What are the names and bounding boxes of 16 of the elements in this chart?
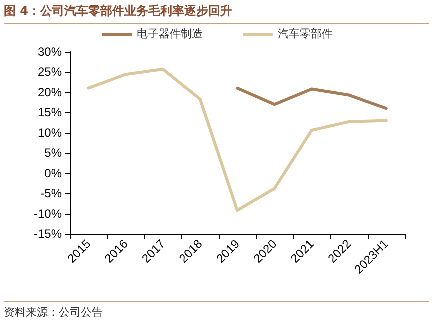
y-tick-label: 5%: [44, 146, 62, 160]
legend-label: 电子器件制造: [137, 28, 203, 40]
y-tick-label: -5%: [40, 186, 62, 201]
line-series: [87, 68, 388, 212]
line-series: [236, 86, 388, 110]
y-tick-label: -15%: [34, 227, 62, 241]
y-tick-label: 10%: [38, 126, 62, 140]
y-tick-label: 30%: [38, 45, 62, 59]
y-tick-label: 20%: [38, 85, 62, 100]
y-tick-label: 0%: [44, 166, 62, 180]
y-tick-label: 15%: [38, 106, 62, 120]
chart-title: 图 4：公司汽车零部件业务毛利率逐步回升: [4, 3, 429, 24]
text: 资料来源：公司公告: [4, 301, 429, 320]
legend-label: 汽车零部件: [278, 28, 333, 40]
y-tick-label: 25%: [38, 65, 62, 80]
y-tick-label: -10%: [34, 206, 62, 221]
